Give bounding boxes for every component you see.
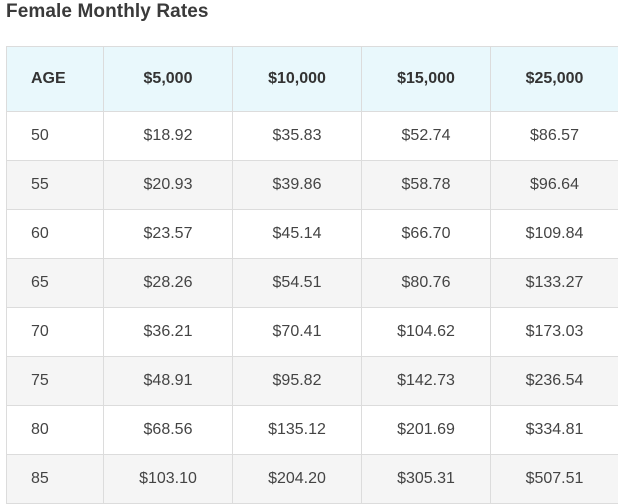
rate-cell: $103.10: [104, 455, 233, 504]
rate-cell: $35.83: [233, 112, 362, 161]
rate-cell: $204.20: [233, 455, 362, 504]
rate-cell: $70.41: [233, 308, 362, 357]
age-cell: 75: [7, 357, 104, 406]
rate-cell: $173.03: [491, 308, 618, 357]
age-cell: 60: [7, 210, 104, 259]
age-cell: 80: [7, 406, 104, 455]
table-row: 85 $103.10 $204.20 $305.31 $507.51: [7, 455, 618, 504]
rate-cell: $305.31: [362, 455, 491, 504]
table-row: 65 $28.26 $54.51 $80.76 $133.27: [7, 259, 618, 308]
rate-cell: $68.56: [104, 406, 233, 455]
table-row: 70 $36.21 $70.41 $104.62 $173.03: [7, 308, 618, 357]
rate-cell: $18.92: [104, 112, 233, 161]
rate-cell: $39.86: [233, 161, 362, 210]
age-cell: 65: [7, 259, 104, 308]
table-body: 50 $18.92 $35.83 $52.74 $86.57 55 $20.93…: [7, 112, 618, 504]
header-coverage-5000: $5,000: [104, 47, 233, 112]
rate-cell: $236.54: [491, 357, 618, 406]
rate-cell: $334.81: [491, 406, 618, 455]
rate-cell: $66.70: [362, 210, 491, 259]
table-row: 80 $68.56 $135.12 $201.69 $334.81: [7, 406, 618, 455]
header-row: AGE $5,000 $10,000 $15,000 $25,000: [7, 47, 618, 112]
table-row: 55 $20.93 $39.86 $58.78 $96.64: [7, 161, 618, 210]
rate-cell: $20.93: [104, 161, 233, 210]
rate-cell: $36.21: [104, 308, 233, 357]
age-cell: 50: [7, 112, 104, 161]
rate-cell: $54.51: [233, 259, 362, 308]
rate-cell: $28.26: [104, 259, 233, 308]
rate-cell: $48.91: [104, 357, 233, 406]
rate-cell: $109.84: [491, 210, 618, 259]
rate-cell: $507.51: [491, 455, 618, 504]
rate-cell: $96.64: [491, 161, 618, 210]
rate-cell: $133.27: [491, 259, 618, 308]
rate-cell: $135.12: [233, 406, 362, 455]
age-cell: 85: [7, 455, 104, 504]
rates-table: AGE $5,000 $10,000 $15,000 $25,000 50 $1…: [6, 46, 618, 504]
rate-cell: $52.74: [362, 112, 491, 161]
rate-cell: $104.62: [362, 308, 491, 357]
header-coverage-25000: $25,000: [491, 47, 618, 112]
table-row: 50 $18.92 $35.83 $52.74 $86.57: [7, 112, 618, 161]
table-row: 60 $23.57 $45.14 $66.70 $109.84: [7, 210, 618, 259]
rate-cell: $95.82: [233, 357, 362, 406]
rate-cell: $23.57: [104, 210, 233, 259]
rate-cell: $86.57: [491, 112, 618, 161]
page-title: Female Monthly Rates: [6, 1, 209, 23]
rate-cell: $201.69: [362, 406, 491, 455]
rate-cell: $80.76: [362, 259, 491, 308]
rate-cell: $142.73: [362, 357, 491, 406]
header-coverage-10000: $10,000: [233, 47, 362, 112]
header-age: AGE: [7, 47, 104, 112]
rate-cell: $58.78: [362, 161, 491, 210]
table-header: AGE $5,000 $10,000 $15,000 $25,000: [7, 47, 618, 112]
header-coverage-15000: $15,000: [362, 47, 491, 112]
age-cell: 70: [7, 308, 104, 357]
table-row: 75 $48.91 $95.82 $142.73 $236.54: [7, 357, 618, 406]
age-cell: 55: [7, 161, 104, 210]
rate-cell: $45.14: [233, 210, 362, 259]
